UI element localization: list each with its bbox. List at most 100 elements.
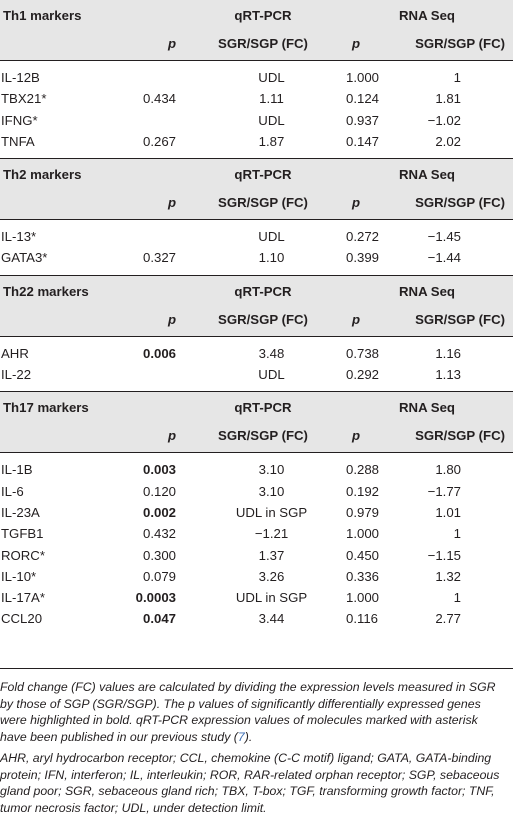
table-row: TNFA 0.267 1.87 0.147 2.02	[0, 131, 513, 152]
gene-name: RORC*	[1, 547, 45, 563]
rna-fold-change: 1.80	[435, 462, 461, 478]
table-row: IFNG* UDL 0.937 −1.02	[0, 110, 513, 131]
section-header-row: Th22 markers qRT-PCR RNA Seq	[0, 274, 513, 306]
markers-table: Th1 markers qRT-PCR RNA Seq p SGR/SGP (FC) p S…	[0, 0, 513, 636]
rna-fold-change: 1.16	[435, 345, 461, 361]
reference-link[interactable]: 7	[237, 729, 245, 744]
gene-name: CCL20	[1, 611, 43, 627]
qrt-p-value: 0.006	[142, 345, 176, 361]
table-row: IL-23A 0.002 UDL in SGP 0.979 1.01	[0, 502, 513, 523]
table-row: IL-1B 0.003 3.10 0.288 1.80	[0, 459, 513, 480]
qrt-fold-change: 3.10	[258, 483, 285, 499]
gene-name: IL-1B	[1, 462, 33, 478]
gene-name: IFNG*	[1, 112, 38, 128]
blank-cell	[0, 305, 110, 337]
qrt-fold-change: −1.21	[254, 526, 289, 542]
rna-fc-header: SGR/SGP (FC)	[398, 422, 513, 454]
qrt-p-value: 0.327	[142, 250, 176, 266]
rna-fold-change: 1	[453, 590, 461, 606]
rna-seq-header: RNA Seq	[338, 158, 513, 190]
gene-name: TGFB1	[1, 526, 44, 542]
column-subheader-row: p SGR/SGP (FC) p SGR/SGP (FC)	[0, 30, 513, 61]
qrt-pcr-header: qRT-PCR	[188, 0, 338, 30]
rna-fold-change: −1.44	[427, 250, 461, 266]
gene-name: IL-10*	[1, 568, 37, 584]
rna-fold-change: 1	[453, 526, 461, 542]
column-subheader-row: p SGR/SGP (FC) p SGR/SGP (FC)	[0, 422, 513, 454]
rna-p-value: 0.336	[346, 568, 380, 584]
rna-p-value: 0.937	[346, 112, 380, 128]
qrt-p-header: p	[110, 189, 188, 221]
rna-fold-change: −1.45	[427, 229, 461, 245]
qrt-fold-change: 1.10	[258, 250, 285, 266]
qrt-p-value: 0.267	[142, 133, 176, 149]
section-header-row: Th1 markers qRT-PCR RNA Seq	[0, 0, 513, 30]
rna-p-header: p	[338, 189, 398, 221]
table-row: GATA3* 0.327 1.10 0.399 −1.44	[0, 247, 513, 268]
qrt-fc-header: SGR/SGP (FC)	[188, 189, 338, 221]
qrt-fold-change: 1.37	[258, 547, 285, 563]
rna-p-value: 0.192	[346, 483, 380, 499]
rna-fold-change: 1.01	[435, 504, 461, 520]
qrt-fold-change: 1.11	[259, 91, 284, 107]
table-row: AHR 0.006 3.48 0.738 1.16	[0, 343, 513, 364]
qrt-p-value: 0.434	[142, 91, 176, 107]
gene-name: AHR	[1, 345, 29, 361]
rna-p-value: 0.124	[346, 91, 380, 107]
qrt-p-value	[110, 110, 188, 131]
table-row: CCL20 0.047 3.44 0.116 2.77	[0, 608, 513, 629]
qrt-fc-header: SGR/SGP (FC)	[188, 30, 338, 61]
rna-fold-change: 1.81	[435, 91, 461, 107]
qrt-fold-change: UDL in SGP	[235, 590, 308, 606]
qrt-p-header: p	[110, 422, 188, 454]
rna-fold-change: 1.32	[435, 568, 461, 584]
qrt-p-value	[110, 364, 188, 385]
table-body: Th1 markers qRT-PCR RNA Seq p SGR/SGP (FC) p S…	[0, 0, 513, 636]
rna-p-value: 1.000	[346, 70, 380, 85]
qrt-fc-header: SGR/SGP (FC)	[188, 305, 338, 337]
rna-fold-change: 1	[453, 70, 461, 85]
qrt-fold-change: UDL	[258, 70, 285, 85]
qrt-p-value	[110, 67, 188, 88]
gene-name: IL-13*	[1, 229, 37, 245]
rna-p-value: 0.116	[346, 611, 379, 627]
qrt-fold-change: 3.26	[258, 568, 285, 584]
qrt-p-value: 0.003	[142, 462, 176, 478]
rna-fold-change: 1.13	[435, 367, 461, 383]
section-title: Th2 markers	[0, 158, 188, 190]
table-row: TGFB1 0.432 −1.21 1.000 1	[0, 523, 513, 544]
qrt-fold-change: 3.48	[258, 345, 285, 361]
section-title: Th1 markers	[0, 0, 188, 30]
blank-cell	[0, 422, 110, 454]
table-footnotes: Fold change (FC) values are calculated b…	[0, 668, 513, 821]
gene-name: IL-12B	[1, 70, 40, 85]
gene-name: TNFA	[1, 133, 35, 149]
qrt-fc-header: SGR/SGP (FC)	[188, 422, 338, 454]
section-title: Th17 markers	[0, 391, 188, 423]
table-row: IL-6 0.120 3.10 0.192 −1.77	[0, 481, 513, 502]
qrt-fold-change: 3.44	[258, 611, 285, 627]
qrt-pcr-header: qRT-PCR	[188, 391, 338, 423]
rna-p-header: p	[338, 305, 398, 337]
qrt-p-value: 0.300	[142, 547, 176, 563]
rna-p-value: 0.738	[346, 345, 380, 361]
qrt-fold-change: UDL in SGP	[235, 504, 308, 520]
section-title: Th22 markers	[0, 274, 188, 306]
qrt-p-value: 0.047	[142, 611, 176, 627]
qrt-p-value: 0.0003	[135, 590, 176, 606]
rna-fc-header: SGR/SGP (FC)	[398, 305, 513, 337]
gene-name: IL-22	[1, 367, 32, 383]
qrt-p-value	[110, 226, 188, 247]
footnote-fold-change: Fold change (FC) values are calculated b…	[0, 680, 496, 744]
rna-fold-change: 2.02	[435, 133, 461, 149]
rna-p-header: p	[338, 422, 398, 454]
rna-p-header: p	[338, 30, 398, 61]
rna-p-value: 0.979	[346, 504, 380, 520]
rna-seq-header: RNA Seq	[338, 274, 513, 306]
table-row: RORC* 0.300 1.37 0.450 −1.15	[0, 545, 513, 566]
rna-fold-change: −1.15	[427, 547, 461, 563]
rna-fold-change: −1.77	[427, 483, 461, 499]
spacer-row	[0, 630, 513, 636]
rna-p-value: 0.147	[346, 133, 380, 149]
